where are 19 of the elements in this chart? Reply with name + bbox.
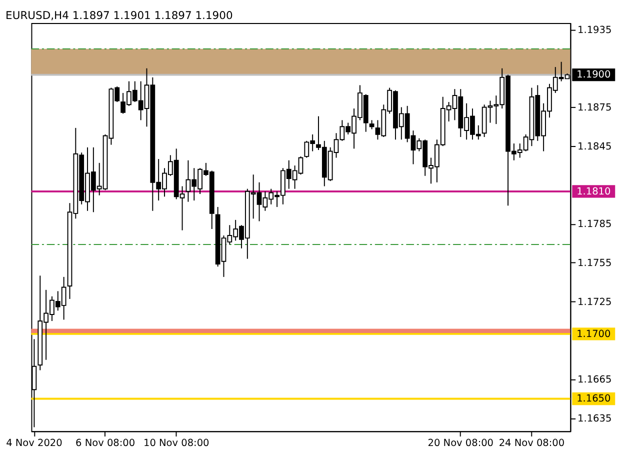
x-tick-label: 6 Nov 08:00 — [76, 438, 136, 450]
y-tick-label: 1.1935 — [578, 24, 612, 36]
y-tick-label: 1.1875 — [578, 102, 612, 114]
x-tick-label: 20 Nov 08:00 — [428, 438, 494, 450]
y-tick-label: 1.1755 — [578, 258, 612, 270]
y-tick-label: 1.1635 — [578, 414, 612, 425]
y-tick-label: 1.1785 — [578, 219, 612, 230]
ref-line-label: 1.1650 — [576, 394, 611, 405]
y-tick-label: 1.1725 — [578, 296, 612, 308]
ref-line-label: 1.1700 — [576, 328, 611, 340]
candlestick — [369, 120, 374, 130]
y-tick-label: 1.1665 — [578, 374, 612, 386]
ref-line-label: 1.1810 — [576, 186, 611, 198]
x-tick-label: 10 Nov 08:00 — [143, 438, 210, 450]
ref-line-label: 1.1900 — [576, 70, 611, 81]
x-tick-label: 24 Nov 08:00 — [498, 438, 565, 450]
chart-title: EURUSD,H4 1.1897 1.1901 1.1897 1.1900 — [6, 9, 233, 22]
x-tick-label: 4 Nov 2020 — [6, 438, 62, 450]
y-tick-label: 1.1845 — [578, 141, 612, 152]
